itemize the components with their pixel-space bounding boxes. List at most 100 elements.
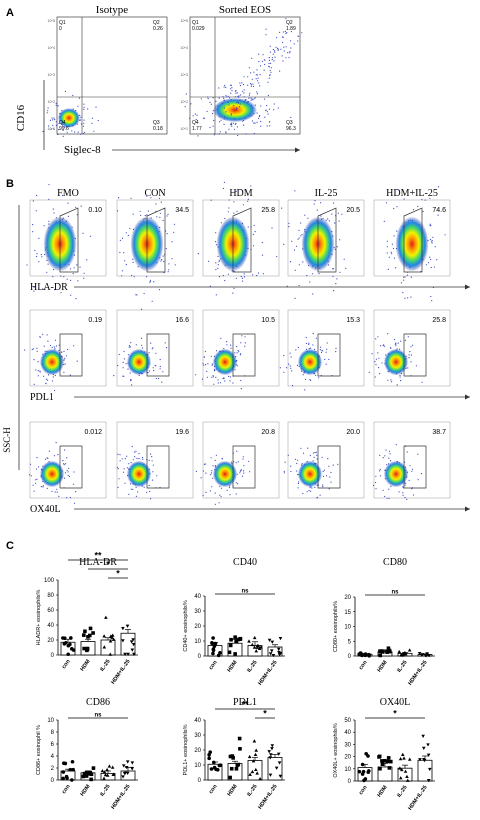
- point: [70, 778, 74, 782]
- point: [84, 770, 89, 775]
- point: [398, 766, 402, 770]
- quadrant-value: 96.3: [286, 126, 296, 132]
- x-tick-label: con: [208, 783, 219, 795]
- point: [91, 766, 96, 770]
- point: [125, 771, 130, 775]
- x-axis-label: HLA-DR: [30, 282, 68, 293]
- point: [125, 624, 130, 628]
- point: [82, 633, 86, 637]
- plot-frame: [116, 421, 194, 499]
- x-tick-label: HDM: [80, 783, 92, 797]
- plot-frame: [373, 309, 451, 387]
- flow-plot-pdl1-4: 25.8: [368, 309, 451, 387]
- quadrant-label: Q1: [192, 20, 199, 26]
- point: [403, 769, 408, 773]
- density-core: [212, 348, 238, 376]
- point: [212, 644, 217, 648]
- point: [84, 774, 89, 778]
- point: [418, 758, 422, 762]
- point: [427, 767, 432, 772]
- point: [91, 631, 95, 635]
- gate: [232, 445, 256, 489]
- plot-frame: [202, 199, 280, 277]
- y-tick-label: 4: [51, 754, 55, 760]
- quadrant-label: Q1: [59, 20, 66, 26]
- point: [254, 649, 259, 653]
- point: [121, 639, 125, 643]
- x-tick-label: con: [358, 659, 369, 671]
- x-tick-label: con: [358, 784, 369, 796]
- plot-frame: [287, 421, 365, 499]
- gate-value: 25.8: [261, 207, 275, 214]
- point: [236, 637, 241, 642]
- point: [427, 654, 431, 658]
- x-tick-label: HDM+IL-25: [407, 660, 428, 687]
- y-tick-label: 10^1: [181, 127, 189, 131]
- point: [402, 756, 406, 760]
- plot-frame: [373, 421, 451, 499]
- point: [207, 756, 211, 761]
- plot-frame: [287, 199, 365, 277]
- column-label: FMO: [57, 188, 79, 199]
- point: [270, 747, 274, 751]
- point: [426, 743, 430, 747]
- point: [399, 653, 403, 657]
- point: [64, 774, 69, 779]
- x-tick-label: HDM+IL-25: [110, 659, 131, 686]
- event-cloud: [24, 333, 78, 392]
- gate-value: 74.6: [432, 207, 446, 214]
- point: [121, 775, 125, 779]
- density-core: [58, 108, 80, 128]
- point: [100, 768, 105, 773]
- column-label: CON: [144, 188, 165, 199]
- gate-value: 0.19: [88, 317, 102, 324]
- point: [367, 654, 371, 658]
- point: [378, 766, 382, 771]
- y-tick-label: 10^3: [48, 73, 56, 77]
- y-tick-label: 30: [194, 609, 201, 615]
- gate-value: 0.10: [88, 207, 102, 214]
- point: [229, 766, 234, 771]
- flow-plot-pdl1-3: 15.3: [279, 309, 365, 391]
- panel-letter-c: C: [6, 540, 14, 552]
- flow-plot-ox40l-2: 20.8: [195, 421, 280, 505]
- y-tick-label: 10^1: [48, 127, 56, 131]
- event-cloud: [195, 450, 251, 505]
- quadrant-label: Q3: [286, 120, 293, 126]
- y-tick-label: 2: [51, 766, 55, 772]
- plot-frame: [29, 421, 107, 499]
- x-tick-label: HDM+IL-25: [257, 784, 278, 811]
- event-cloud: [194, 335, 246, 390]
- point: [397, 650, 402, 654]
- point: [102, 645, 107, 649]
- x-axis-arrow-head: [465, 506, 470, 512]
- point: [109, 634, 113, 639]
- gate: [146, 445, 170, 489]
- y-tick-label: 60: [47, 608, 54, 614]
- point: [247, 639, 251, 643]
- point: [210, 640, 214, 645]
- significance-label: *: [116, 569, 120, 579]
- y-tick-label: 0: [348, 779, 352, 785]
- point: [385, 759, 390, 764]
- y-tick-label: 10^5: [181, 19, 189, 23]
- y-tick-label: 0: [198, 778, 202, 784]
- point: [102, 776, 106, 780]
- x-tick-label: con: [61, 658, 72, 670]
- chart-title: CD80: [383, 557, 407, 568]
- plot-frame: [287, 309, 365, 387]
- event-cloud: [42, 90, 99, 137]
- gate-value: 20.0: [346, 429, 360, 436]
- point: [70, 647, 74, 651]
- x-tick-label: IL-25: [99, 784, 111, 798]
- point: [229, 637, 233, 642]
- y-tick-label: 6: [51, 742, 55, 748]
- x-tick-label: IL-25: [99, 659, 111, 673]
- point: [387, 648, 392, 653]
- point: [70, 759, 75, 764]
- point: [227, 650, 232, 655]
- y-tick-label: 10: [47, 718, 54, 724]
- point: [207, 752, 211, 757]
- plot-frame: [202, 421, 280, 499]
- point: [385, 650, 390, 654]
